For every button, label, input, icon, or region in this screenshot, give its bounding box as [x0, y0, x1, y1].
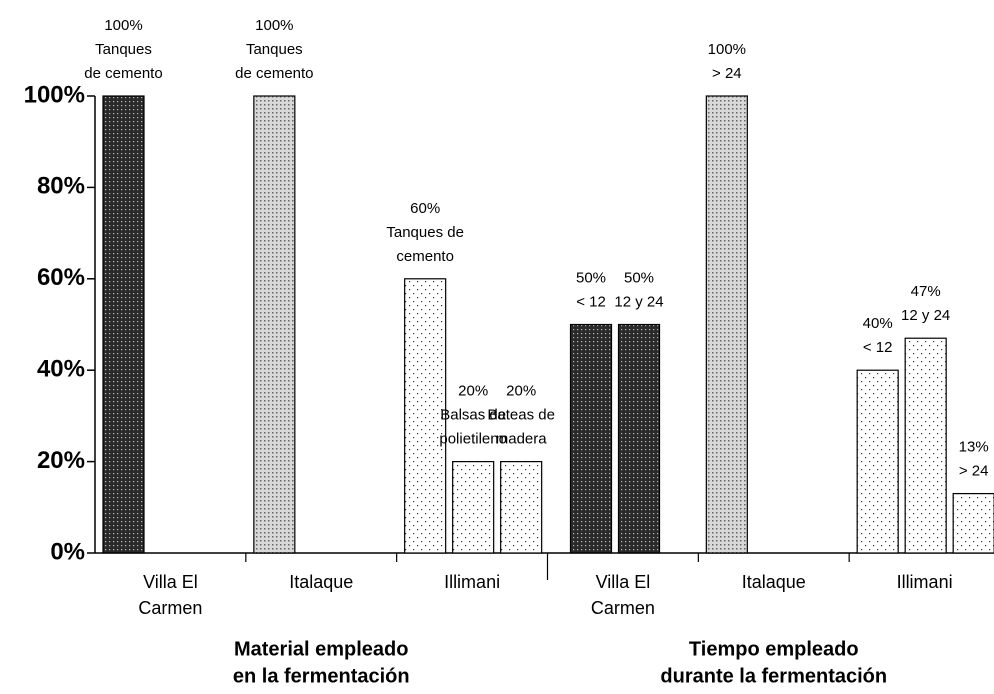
value-label: 20%	[458, 383, 488, 400]
y-tick-label: 0%	[50, 538, 85, 565]
x-tick-label: Illimani	[897, 572, 953, 592]
bar	[404, 278, 447, 554]
bar	[500, 461, 543, 554]
bar	[856, 369, 899, 554]
y-tick-label: 60%	[37, 264, 85, 291]
value-label: > 24	[712, 65, 742, 82]
value-label: Tanques de	[386, 224, 464, 241]
value-label: 50%	[624, 269, 654, 286]
value-label: cemento	[396, 248, 454, 265]
group-title: durante la fermentación	[660, 665, 887, 687]
value-label: 20%	[506, 383, 536, 400]
group-title: en la fermentación	[233, 665, 410, 687]
value-label: Balsas de	[440, 407, 506, 424]
value-label: madera	[496, 431, 548, 448]
value-label: < 12	[863, 339, 893, 356]
value-label: Bateas de	[487, 407, 555, 424]
value-label: 50%	[576, 269, 606, 286]
y-tick-label: 100%	[24, 81, 85, 108]
x-tick-label: Villa El	[596, 572, 651, 592]
y-tick-label: 40%	[37, 356, 85, 383]
value-label: Tanques	[95, 41, 152, 58]
x-tick-label: Italaque	[289, 572, 353, 592]
value-label: de cemento	[235, 65, 313, 82]
value-label: 47%	[911, 283, 941, 300]
value-label: 100%	[104, 17, 142, 34]
value-label: polietileno	[439, 431, 507, 448]
value-label: 13%	[959, 439, 989, 456]
value-label: > 24	[959, 463, 989, 480]
bar	[705, 95, 748, 554]
bar	[904, 337, 947, 554]
x-tick-label: Villa El	[143, 572, 198, 592]
group-title: Material empleado	[234, 638, 409, 660]
bar	[253, 95, 296, 554]
value-label: 12 y 24	[614, 293, 663, 310]
value-label: < 12	[576, 293, 606, 310]
x-tick-label: Italaque	[742, 572, 806, 592]
y-tick-label: 80%	[37, 173, 85, 200]
bar	[102, 95, 145, 554]
value-label: Tanques	[246, 41, 303, 58]
value-label: 60%	[410, 200, 440, 217]
bar	[952, 492, 994, 554]
bar	[569, 323, 613, 554]
x-tick-label: Carmen	[138, 598, 202, 618]
value-label: 12 y 24	[901, 307, 950, 324]
value-label: 100%	[255, 17, 293, 34]
group-title: Tiempo empleado	[689, 638, 859, 660]
x-tick-label: Carmen	[591, 598, 655, 618]
value-label: 40%	[863, 315, 893, 332]
y-tick-label: 20%	[37, 447, 85, 474]
value-label: 100%	[708, 41, 746, 58]
x-tick-label: Illimani	[444, 572, 500, 592]
bar	[617, 323, 661, 554]
value-label: de cemento	[84, 65, 162, 82]
bar	[452, 461, 495, 554]
